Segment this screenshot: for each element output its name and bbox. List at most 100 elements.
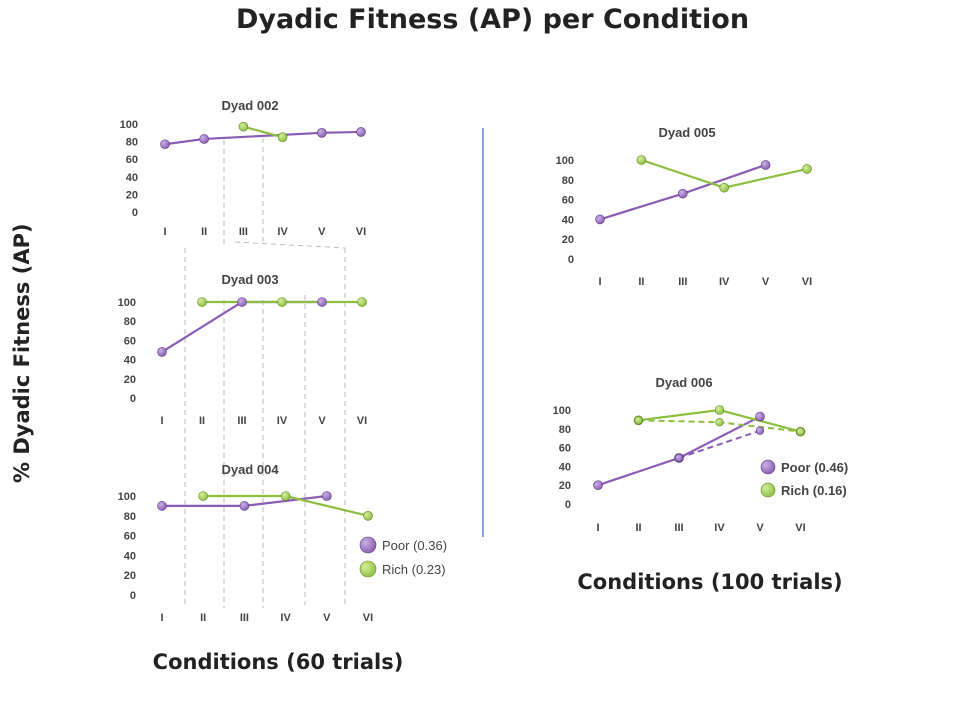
y-tick-label: 20 <box>562 234 574 246</box>
poor-point <box>593 480 603 491</box>
poor-point <box>595 214 605 225</box>
y-tick-label: 80 <box>124 316 136 328</box>
rich-point <box>277 297 287 307</box>
x-axis-label-60-trials: Conditions (60 trials) <box>152 650 404 674</box>
y-tick-label: 60 <box>124 335 136 347</box>
dyad-title: Dyad 004 <box>221 462 279 477</box>
poor-point <box>317 297 327 307</box>
rich-series-line <box>243 125 283 139</box>
x-tick-label: III <box>678 276 687 288</box>
rich-point <box>715 418 724 427</box>
y-tick-label: 0 <box>130 393 136 405</box>
poor-point <box>677 188 688 199</box>
poor-point <box>755 426 765 435</box>
y-tick-label: 0 <box>130 590 136 602</box>
rich-point <box>238 121 249 132</box>
poor-point <box>760 459 776 475</box>
x-tick-label: III <box>239 226 248 238</box>
legend-rich-label: Rich (0.16) <box>781 483 847 498</box>
rich-point <box>636 155 647 165</box>
x-tick-label: III <box>237 415 246 427</box>
x-axis-label-100-trials: Conditions (100 trials) <box>577 570 843 594</box>
y-tick-label: 100 <box>553 405 571 417</box>
y-tick-label: 40 <box>124 550 136 562</box>
poor-point <box>674 453 684 463</box>
rich-point <box>359 560 377 578</box>
dyad-title: Dyad 005 <box>658 125 715 140</box>
rich-point <box>280 491 291 501</box>
poor-point <box>321 491 332 501</box>
x-tick-label: V <box>318 415 326 427</box>
y-tick-label: 0 <box>132 207 138 219</box>
x-tick-label: VI <box>357 415 367 427</box>
rich-point <box>198 491 208 501</box>
dyad-title: Dyad 003 <box>221 272 278 287</box>
y-tick-label: 100 <box>118 491 136 503</box>
rich-point <box>719 182 730 193</box>
poor-point <box>760 160 771 170</box>
dyad-title: Dyad 002 <box>221 98 278 113</box>
y-tick-label: 100 <box>556 155 574 167</box>
x-tick-label: I <box>160 612 163 624</box>
poor-point <box>359 536 377 554</box>
x-tick-label: I <box>596 522 599 534</box>
x-tick-label: I <box>598 276 601 288</box>
x-tick-label: IV <box>277 415 288 427</box>
y-tick-label: 40 <box>124 355 136 367</box>
rich-point <box>634 416 643 425</box>
legend-poor-label: Poor (0.46) <box>781 460 848 475</box>
y-tick-label: 20 <box>126 189 138 201</box>
x-tick-label: II <box>200 612 206 624</box>
y-tick-label: 100 <box>118 297 136 309</box>
x-tick-label: V <box>318 226 326 238</box>
rich-point <box>357 297 367 307</box>
y-tick-label: 20 <box>559 480 571 492</box>
y-tick-label: 80 <box>559 424 571 436</box>
y-tick-label: 40 <box>126 172 138 184</box>
poor-point <box>160 139 170 150</box>
poor-series-line <box>597 415 761 487</box>
y-tick-label: 80 <box>126 137 138 149</box>
x-tick-label: IV <box>280 612 291 624</box>
x-tick-label: VI <box>363 612 373 624</box>
rich-point <box>197 297 207 307</box>
y-tick-label: 0 <box>568 254 574 266</box>
y-tick-label: 40 <box>562 214 574 226</box>
y-tick-label: 20 <box>124 374 136 386</box>
dyad-title: Dyad 006 <box>655 375 712 390</box>
x-tick-label: II <box>638 276 644 288</box>
y-tick-label: 0 <box>565 499 571 511</box>
legend-100-trials: Poor (0.46) Rich (0.16) <box>760 459 848 498</box>
y-tick-label: 60 <box>559 443 571 455</box>
rich-point <box>714 405 725 415</box>
x-tick-label: VI <box>802 276 812 288</box>
guide-dashed-line <box>234 241 346 249</box>
poor-point <box>157 347 167 357</box>
y-tick-label: 40 <box>559 461 571 473</box>
y-tick-label: 60 <box>562 195 574 207</box>
poor-series-line <box>164 130 362 146</box>
y-tick-label: 20 <box>124 570 136 582</box>
legend-60-trials: Poor (0.36) Rich (0.23) <box>359 536 447 578</box>
x-tick-label: V <box>756 522 764 534</box>
x-tick-label: II <box>201 226 207 238</box>
y-tick-label: 60 <box>126 154 138 166</box>
x-tick-label: I <box>160 415 163 427</box>
x-tick-label: IV <box>719 276 730 288</box>
x-tick-label: V <box>323 612 331 624</box>
rich-point <box>760 482 776 498</box>
rich-point <box>802 164 812 174</box>
y-tick-label: 80 <box>562 175 574 187</box>
poor-point <box>239 501 250 511</box>
poor-point <box>316 128 327 138</box>
rich-point <box>363 510 373 521</box>
x-tick-label: III <box>240 612 249 624</box>
x-tick-label: IV <box>277 226 288 238</box>
legend-poor-label: Poor (0.36) <box>382 538 447 553</box>
poor-point <box>356 127 366 137</box>
